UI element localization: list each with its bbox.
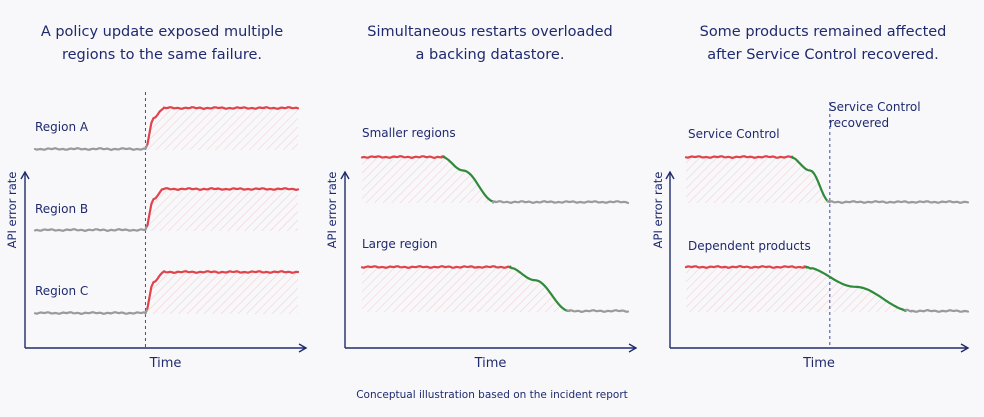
series-line-normal bbox=[566, 309, 630, 313]
chart-title: A policy update exposed multiple bbox=[41, 24, 283, 40]
chart-panel-2: Simultaneous restarts overloaded a backin… bbox=[325, 24, 638, 371]
x-axis-arrow bbox=[628, 343, 638, 353]
series-line-error bbox=[146, 106, 300, 146]
series-line-error bbox=[684, 155, 794, 159]
error-area-hatch bbox=[686, 157, 826, 203]
series-line-error bbox=[360, 265, 512, 269]
y-axis-label: API error rate bbox=[325, 172, 339, 249]
series-label: Region C bbox=[35, 284, 88, 298]
error-area-hatch bbox=[147, 272, 298, 314]
series-line-recovery bbox=[509, 265, 569, 312]
chart-panel-3: Some products remained affected after Ser… bbox=[651, 24, 970, 371]
series-line-normal bbox=[33, 143, 149, 151]
x-axis-arrow bbox=[960, 343, 970, 353]
x-axis-label: Time bbox=[802, 356, 835, 371]
y-axis-label: API error rate bbox=[5, 172, 19, 249]
error-area-hatch bbox=[147, 189, 298, 231]
y-axis-arrow bbox=[20, 170, 30, 180]
series-line-normal bbox=[33, 224, 149, 232]
event-marker-label: recovered bbox=[829, 116, 889, 130]
series-line-recovery bbox=[791, 155, 829, 203]
error-area-hatch bbox=[362, 157, 492, 203]
series-line-error bbox=[684, 265, 808, 269]
series-label: Large region bbox=[362, 237, 438, 251]
series-line-normal bbox=[33, 307, 149, 315]
chart-title: Simultaneous restarts overloaded bbox=[367, 24, 612, 40]
series-line-normal bbox=[491, 200, 630, 204]
series-line-error bbox=[146, 187, 300, 227]
error-area-hatch bbox=[362, 267, 566, 312]
chart-panel-1: A policy update exposed multiple regions … bbox=[5, 24, 308, 371]
series-line-recovery bbox=[805, 265, 907, 313]
x-axis-label: Time bbox=[149, 356, 182, 371]
error-area-hatch bbox=[147, 108, 298, 150]
chart-title: regions to the same failure. bbox=[62, 47, 262, 63]
series-line-normal bbox=[826, 199, 970, 204]
y-axis-arrow bbox=[665, 170, 675, 180]
series-label: Service Control bbox=[688, 127, 780, 141]
y-axis-label: API error rate bbox=[651, 172, 665, 249]
series-label: Region B bbox=[35, 202, 88, 216]
chart-title: Some products remained affected bbox=[700, 24, 947, 40]
series-label: Dependent products bbox=[688, 239, 811, 253]
series-line-error bbox=[360, 155, 445, 159]
series-label: Smaller regions bbox=[362, 126, 456, 140]
chart-title: a backing datastore. bbox=[416, 47, 565, 63]
x-axis-label: Time bbox=[474, 356, 507, 371]
series-line-normal bbox=[904, 308, 970, 313]
series-line-recovery bbox=[442, 155, 495, 203]
error-area-hatch bbox=[686, 267, 904, 312]
chart-title: after Service Control recovered. bbox=[707, 47, 938, 63]
series-label: Region A bbox=[35, 120, 89, 134]
event-marker-label: Service Control bbox=[829, 100, 921, 114]
y-axis-arrow bbox=[340, 170, 350, 180]
footer-note: Conceptual illustration based on the inc… bbox=[356, 389, 628, 401]
series-line-error bbox=[146, 270, 300, 310]
x-axis-arrow bbox=[298, 343, 308, 353]
